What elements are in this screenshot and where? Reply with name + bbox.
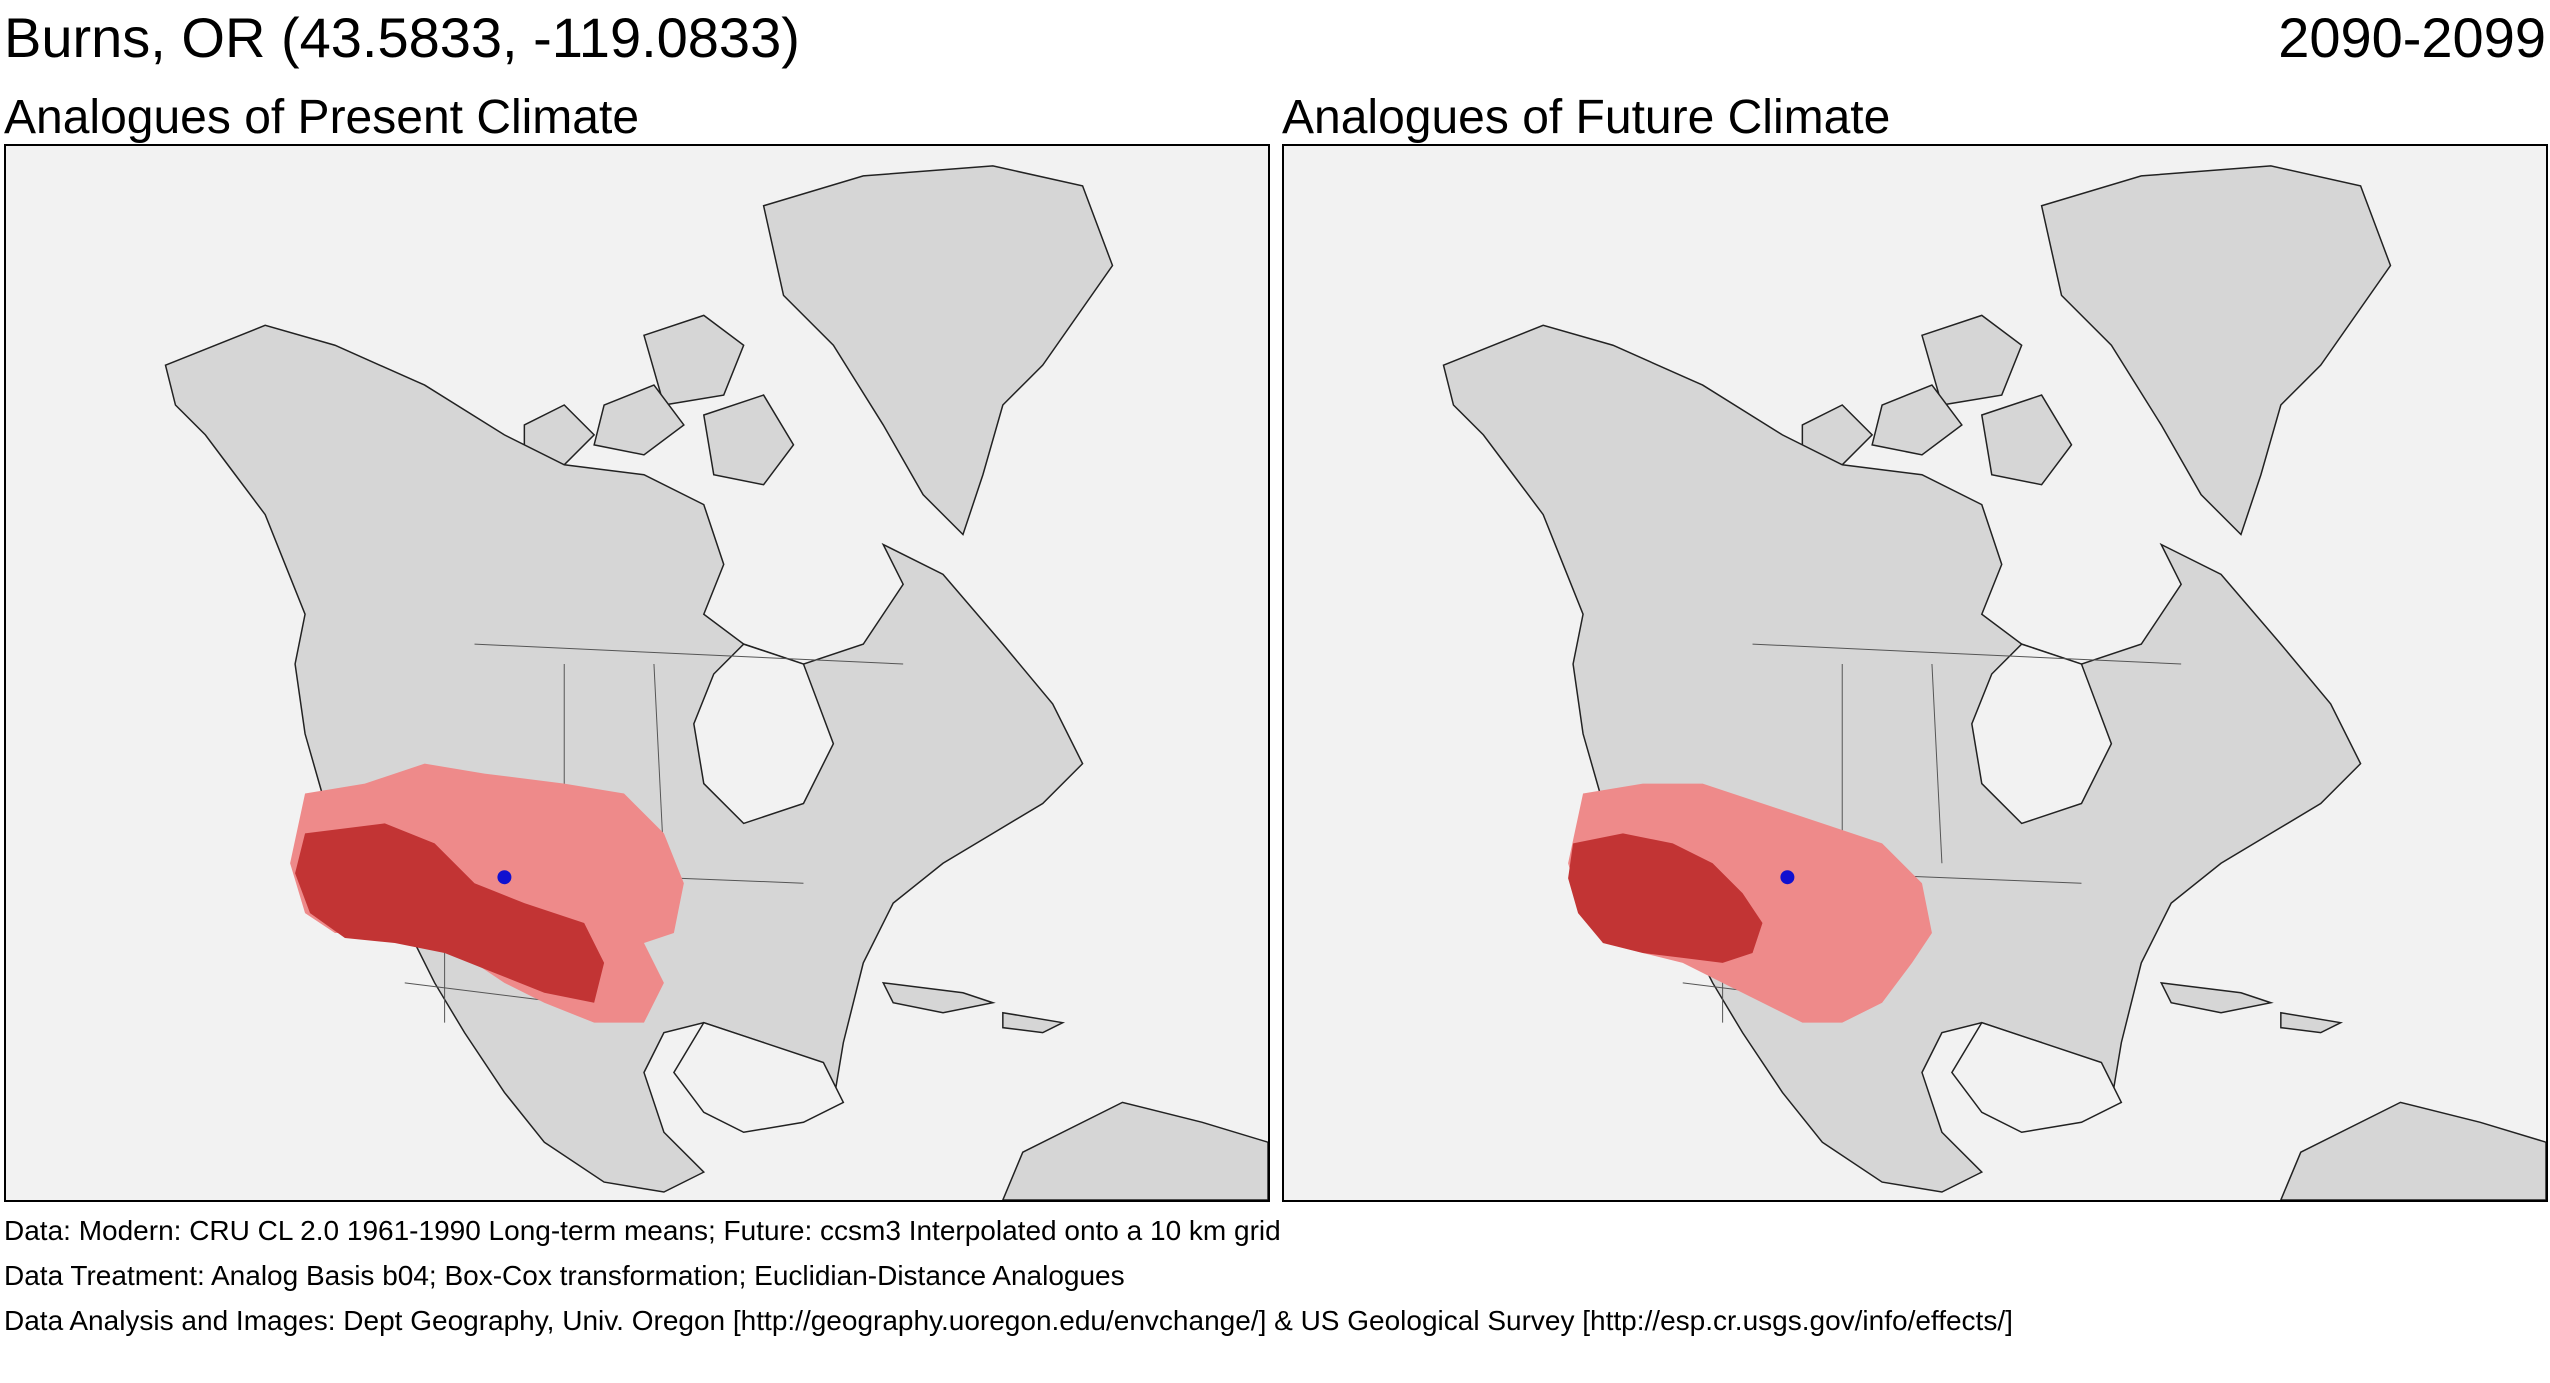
period-title: 2090-2099 bbox=[2278, 6, 2546, 69]
land-masses bbox=[1442, 165, 2546, 1200]
present-map-svg bbox=[164, 165, 1268, 1200]
analogue-dark-area bbox=[1568, 833, 1763, 963]
hudson-bay bbox=[1971, 643, 2113, 825]
analogue-region bbox=[290, 763, 684, 1023]
location-title: Burns, OR (43.5833, -119.0833) bbox=[4, 6, 800, 69]
present-panel-title: Analogues of Present Climate bbox=[4, 91, 640, 144]
hudson-bay bbox=[693, 643, 835, 825]
present-climate-map bbox=[4, 144, 1270, 1202]
land-masses bbox=[164, 165, 1268, 1200]
analogue-region bbox=[1568, 783, 1932, 1023]
future-climate-map bbox=[1282, 144, 2548, 1202]
analogue-dark-area bbox=[295, 823, 605, 1003]
footer-data-treatment: Data Treatment: Analog Basis b04; Box-Co… bbox=[4, 1260, 1125, 1291]
footer-data-source: Data: Modern: CRU CL 2.0 1961-1990 Long-… bbox=[4, 1215, 1281, 1246]
future-panel-title: Analogues of Future Climate bbox=[1282, 91, 1891, 144]
future-map-svg bbox=[1442, 165, 2546, 1200]
footer-data-analysis: Data Analysis and Images: Dept Geography… bbox=[4, 1305, 2013, 1336]
gulf-of-mexico bbox=[1950, 1021, 2123, 1134]
burns-site-marker bbox=[1780, 870, 1795, 885]
gulf-of-mexico bbox=[672, 1021, 845, 1134]
burns-site-marker bbox=[497, 870, 512, 885]
